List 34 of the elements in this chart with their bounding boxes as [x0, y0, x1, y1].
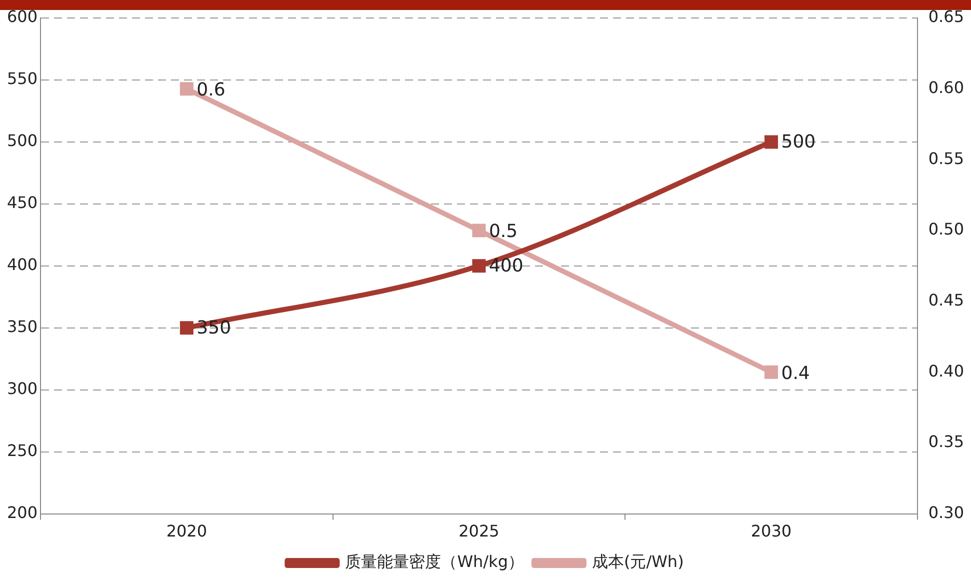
legend-label: 成本(元/Wh)	[592, 552, 684, 572]
y2-tick-label: 0.30	[928, 502, 964, 522]
x-tick-label: 2025	[458, 522, 500, 541]
point	[472, 224, 486, 238]
y-tick-label: 550	[6, 69, 38, 88]
y2-tick-label: 0.55	[928, 148, 964, 168]
data-label: 350	[196, 318, 232, 339]
y-tick-label: 250	[6, 440, 38, 460]
y-tick-label: 450	[6, 193, 38, 212]
point	[180, 82, 194, 96]
y2-tick-label: 0.35	[928, 432, 964, 452]
y-tick-label: 500	[6, 131, 38, 150]
data-label: 0.5	[488, 221, 518, 242]
point	[180, 321, 194, 335]
y2-tick-label: 0.50	[928, 220, 964, 239]
data-label: 400	[488, 256, 524, 277]
y-tick-label: 300	[6, 379, 38, 398]
data-label: 500	[781, 132, 816, 153]
data-label: 0.6	[196, 80, 226, 100]
y-tick-label: 400	[6, 255, 38, 274]
y2-tick-label: 0.45	[928, 290, 964, 310]
data-label: 0.4	[781, 362, 810, 384]
x-tick-label: 2020	[166, 522, 208, 541]
y2-tick-label: 0.65	[928, 7, 964, 26]
y-tick-label: 600	[6, 7, 38, 26]
y-tick-label: 350	[6, 317, 38, 336]
y-tick-label: 200	[6, 502, 38, 522]
point	[472, 259, 486, 273]
x-tick-label: 2030	[750, 522, 792, 541]
y2-tick-label: 0.40	[928, 361, 964, 380]
point	[764, 365, 778, 379]
y2-tick-label: 0.60	[928, 78, 964, 97]
point	[764, 135, 778, 149]
legend-label: 质量能量密度（Wh/kg）	[345, 552, 524, 572]
